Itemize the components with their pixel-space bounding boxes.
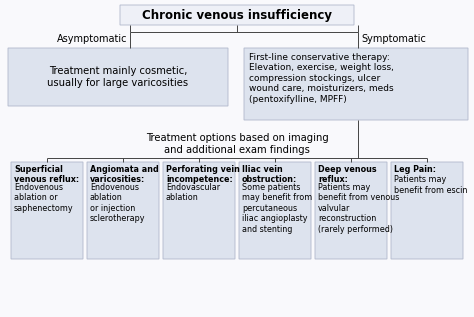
Text: First-line conservative therapy:
Elevation, exercise, weight loss,
compression s: First-line conservative therapy: Elevati… — [249, 53, 394, 104]
Text: Perforating vein
incompetence:: Perforating vein incompetence: — [166, 165, 240, 184]
Text: Endovenous
ablation
or injection
sclerotherapy: Endovenous ablation or injection sclerot… — [90, 183, 146, 223]
FancyBboxPatch shape — [87, 162, 159, 259]
Text: Some patients
may benefit from
percutaneous
iliac angioplasty
and stenting: Some patients may benefit from percutane… — [242, 183, 312, 234]
Text: Endovascular
ablation: Endovascular ablation — [166, 183, 220, 202]
Text: Asymptomatic: Asymptomatic — [56, 34, 127, 44]
Text: Endovenous
ablation or
saphenectomy: Endovenous ablation or saphenectomy — [14, 183, 73, 213]
FancyBboxPatch shape — [391, 162, 463, 259]
Text: Deep venous
reflux:: Deep venous reflux: — [318, 165, 377, 184]
Text: Leg Pain:: Leg Pain: — [394, 165, 436, 174]
Text: Superficial
venous reflux:: Superficial venous reflux: — [14, 165, 79, 184]
FancyBboxPatch shape — [8, 48, 228, 106]
Text: Angiomata and
varicosities:: Angiomata and varicosities: — [90, 165, 159, 184]
Text: Chronic venous insufficiency: Chronic venous insufficiency — [142, 9, 332, 22]
Text: Iliac vein
obstruction:: Iliac vein obstruction: — [242, 165, 297, 184]
FancyBboxPatch shape — [11, 162, 83, 259]
Text: Treatment mainly cosmetic,
usually for large varicosities: Treatment mainly cosmetic, usually for l… — [47, 66, 189, 88]
Text: Treatment options based on imaging
and additional exam findings: Treatment options based on imaging and a… — [146, 133, 328, 155]
Text: Symptomatic: Symptomatic — [361, 34, 426, 44]
FancyBboxPatch shape — [120, 5, 354, 25]
Text: Patients may
benefit from venous
valvular
reconstruction
(rarely performed): Patients may benefit from venous valvula… — [318, 183, 400, 234]
Text: Patients may
benefit from escin: Patients may benefit from escin — [394, 176, 467, 195]
FancyBboxPatch shape — [244, 48, 468, 120]
FancyBboxPatch shape — [239, 162, 311, 259]
FancyBboxPatch shape — [315, 162, 387, 259]
FancyBboxPatch shape — [163, 162, 235, 259]
